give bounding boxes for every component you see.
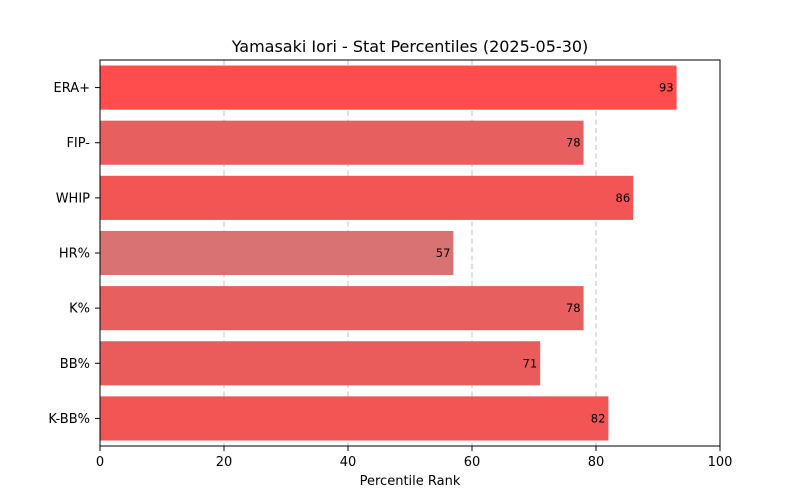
x-tick-label: 100 xyxy=(708,455,733,470)
x-axis: 0 20 40 60 80 100 xyxy=(96,446,733,470)
x-tick-label: 40 xyxy=(340,455,357,470)
category-label: K-BB% xyxy=(48,412,90,427)
bar-bb xyxy=(100,341,540,385)
data-label: 78 xyxy=(566,136,581,150)
category-label: FIP- xyxy=(66,136,90,151)
bar-hr xyxy=(100,231,453,275)
x-tick-label: 60 xyxy=(464,455,481,470)
x-tick-label: 80 xyxy=(588,455,605,470)
data-label: 57 xyxy=(436,246,451,260)
data-label: 86 xyxy=(616,191,631,205)
x-axis-title: Percentile Rank xyxy=(360,474,461,489)
bar-whip xyxy=(100,176,633,220)
data-label: 78 xyxy=(566,301,581,315)
bar-era xyxy=(100,66,677,110)
chart-title: Yamasaki Iori - Stat Percentiles (2025-0… xyxy=(231,37,589,56)
data-label: 93 xyxy=(659,81,674,95)
data-label: 71 xyxy=(523,356,538,370)
bars: 93 78 86 57 78 71 82 xyxy=(100,66,677,441)
data-label: 82 xyxy=(591,411,606,425)
category-label: BB% xyxy=(60,357,90,372)
x-tick-label: 0 xyxy=(96,455,104,470)
category-label: K% xyxy=(69,302,90,317)
bar-k xyxy=(100,286,584,330)
bar-fip xyxy=(100,121,584,165)
x-tick-label: 20 xyxy=(216,455,233,470)
bar-k-bb xyxy=(100,396,608,440)
category-label: ERA+ xyxy=(53,81,90,96)
category-label: WHIP xyxy=(56,191,90,206)
y-axis: ERA+ FIP- WHIP HR% K% BB% K-BB% xyxy=(48,81,100,427)
category-label: HR% xyxy=(59,247,90,262)
